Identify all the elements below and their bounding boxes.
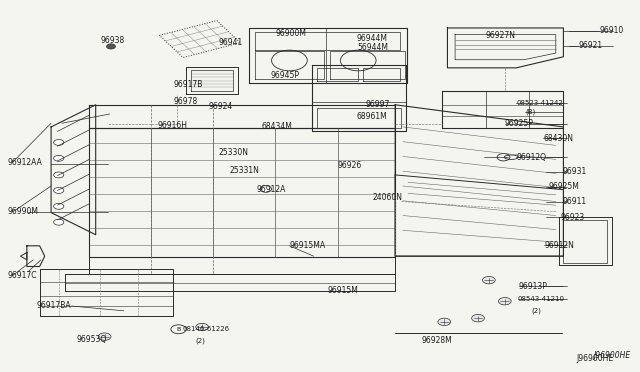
- Circle shape: [472, 314, 484, 322]
- Text: B: B: [177, 327, 180, 332]
- Text: (B): (B): [525, 109, 536, 115]
- Text: 96912Q: 96912Q: [516, 153, 547, 162]
- Text: 96915MA: 96915MA: [289, 241, 326, 250]
- Circle shape: [196, 323, 209, 331]
- Text: (2): (2): [196, 338, 205, 344]
- Text: 96938: 96938: [100, 36, 124, 45]
- Circle shape: [54, 140, 64, 145]
- Text: 96978: 96978: [173, 97, 198, 106]
- Text: 96916H: 96916H: [157, 121, 188, 129]
- Text: 96917C: 96917C: [8, 271, 37, 280]
- Circle shape: [99, 333, 111, 340]
- Text: J96900HE: J96900HE: [594, 350, 631, 359]
- Text: 68961M: 68961M: [357, 112, 388, 121]
- Text: 96925P: 96925P: [505, 119, 534, 128]
- Text: J96900HE: J96900HE: [576, 354, 613, 363]
- Text: 96928M: 96928M: [422, 336, 452, 345]
- Circle shape: [54, 155, 64, 161]
- Text: 08146-61226: 08146-61226: [183, 326, 230, 332]
- Text: 96912A: 96912A: [256, 185, 285, 194]
- Text: 96911: 96911: [562, 197, 586, 206]
- Text: 96923: 96923: [561, 213, 585, 222]
- Circle shape: [483, 276, 495, 284]
- Text: 08543-41210: 08543-41210: [518, 296, 564, 302]
- Circle shape: [54, 172, 64, 178]
- Text: 96997: 96997: [366, 100, 390, 109]
- Text: 96924: 96924: [209, 102, 233, 111]
- Text: 08523-41242: 08523-41242: [516, 100, 563, 106]
- Text: 96913P: 96913P: [519, 282, 548, 291]
- Text: 96912AA: 96912AA: [8, 157, 43, 167]
- Text: 68430N: 68430N: [543, 134, 573, 142]
- Text: 25331N: 25331N: [230, 166, 259, 175]
- Circle shape: [106, 44, 115, 49]
- Text: 96990M: 96990M: [8, 207, 39, 217]
- Circle shape: [260, 186, 271, 192]
- Text: 96912N: 96912N: [544, 241, 574, 250]
- Text: 96927N: 96927N: [486, 31, 516, 40]
- Circle shape: [438, 318, 451, 326]
- Circle shape: [54, 187, 64, 193]
- Circle shape: [54, 219, 64, 225]
- Text: 68434M: 68434M: [261, 122, 292, 131]
- Text: 96944M: 96944M: [357, 34, 388, 43]
- Text: 96941: 96941: [218, 38, 243, 46]
- Text: 96925M: 96925M: [548, 182, 579, 191]
- Text: 96917BA: 96917BA: [36, 301, 71, 311]
- Circle shape: [54, 203, 64, 209]
- Text: 96900M: 96900M: [275, 29, 307, 38]
- Circle shape: [499, 298, 511, 305]
- Text: 24060N: 24060N: [372, 193, 403, 202]
- Text: 96921: 96921: [578, 41, 602, 50]
- Text: (2): (2): [532, 308, 541, 314]
- Text: 96945P: 96945P: [270, 71, 300, 80]
- Text: 96915M: 96915M: [328, 286, 358, 295]
- Text: 25330N: 25330N: [218, 148, 248, 157]
- Text: 96917B: 96917B: [173, 80, 203, 89]
- Text: 96910: 96910: [599, 26, 623, 35]
- Text: 96953Q: 96953Q: [77, 335, 107, 344]
- Text: 56944M: 56944M: [357, 43, 388, 52]
- Text: 96931: 96931: [562, 167, 586, 176]
- Text: 96926: 96926: [337, 161, 362, 170]
